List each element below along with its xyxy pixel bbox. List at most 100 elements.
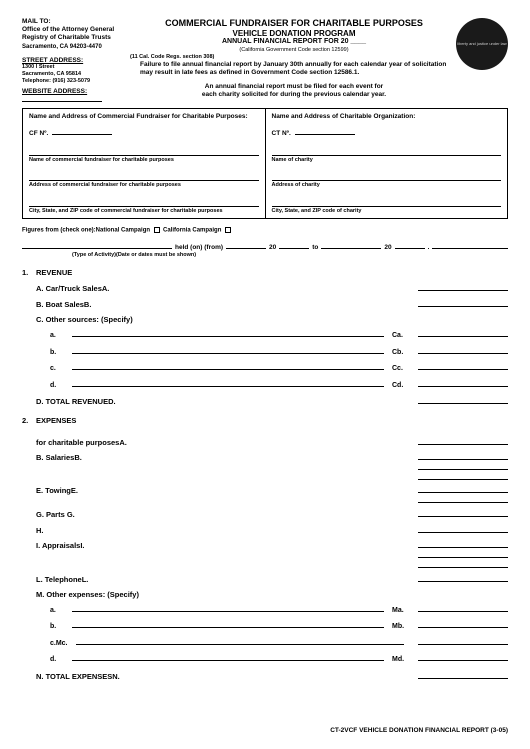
exp-b: B. SalariesB.: [36, 453, 82, 462]
fundraiser-addr-input[interactable]: [29, 171, 259, 181]
cf-no-row: CF Nº.: [29, 127, 259, 138]
exp-mc-input[interactable]: [76, 637, 404, 645]
exp-i-amt3[interactable]: [418, 561, 508, 568]
exp-g-amt[interactable]: [418, 509, 508, 517]
title-annual: ANNUAL FINANCIAL REPORT FOR 20 ____: [140, 38, 448, 46]
charity-col: Name and Address of Charitable Organizat…: [266, 109, 508, 218]
rev-ca-amt[interactable]: [418, 329, 508, 337]
charity-title: Name and Address of Charitable Organizat…: [272, 113, 502, 121]
exp-h: H.: [36, 526, 44, 535]
exp-b-amt2[interactable]: [418, 463, 508, 470]
gov-note: (California Government Code section 1259…: [140, 47, 448, 54]
from-input[interactable]: [226, 241, 266, 249]
state-seal-icon: liberty and justice under law: [456, 18, 508, 70]
rev-d-amt[interactable]: [418, 396, 508, 404]
exp-e: E. TowingE.: [36, 486, 78, 495]
exp-i-amt2[interactable]: [418, 551, 508, 558]
revenue-section: 1.REVENUE A. Car/Truck SalesA. B. Boat S…: [22, 268, 508, 406]
cf-no-input[interactable]: [52, 127, 112, 135]
street-heading: STREET ADDRESS:: [22, 57, 132, 65]
exp-ma-input[interactable]: [72, 604, 384, 612]
notice2a: An annual financial report must be filed…: [140, 83, 448, 91]
national-checkbox[interactable]: [154, 227, 160, 233]
charity-addr-lbl: Address of charity: [272, 182, 502, 189]
rev-cd-amt[interactable]: [418, 379, 508, 387]
rev-d: D. TOTAL REVENUED.: [36, 397, 116, 406]
rev-cc-amt[interactable]: [418, 362, 508, 370]
exp-b-amt1[interactable]: [418, 453, 508, 460]
seal-text: liberty and justice under law: [457, 42, 506, 46]
exp-n-amt[interactable]: [418, 671, 508, 679]
rev-ca-input[interactable]: [72, 329, 384, 337]
rev-a: A. Car/Truck SalesA.: [36, 284, 109, 293]
fundraiser-title: Name and Address of Commercial Fundraise…: [29, 113, 259, 121]
rev-num: 1.: [22, 268, 36, 277]
to-year-input[interactable]: [395, 241, 425, 249]
mailto-line2: Registry of Charitable Trusts: [22, 34, 132, 42]
type-label: (Type of Activity)(Date or dates must be…: [72, 252, 508, 259]
header-row: MAIL TO: Office of the Attorney General …: [22, 18, 508, 102]
exp-e-amt1[interactable]: [418, 486, 508, 493]
ct-no-input[interactable]: [295, 127, 355, 135]
street3: Telephone: (916) 323-5079: [22, 78, 132, 85]
exp-n: N. TOTAL EXPENSESN.: [36, 672, 120, 681]
rev-c: C. Other sources: (Specify): [36, 315, 133, 324]
charity-city-lbl: City, State, and ZIP code of charity: [272, 208, 502, 215]
notice2b: each charity solicited for during the pr…: [140, 91, 448, 99]
exp-b-amt3[interactable]: [418, 473, 508, 480]
figures-row: Figures from (check one):National Campai…: [22, 227, 508, 235]
exp-i-amt1[interactable]: [418, 541, 508, 548]
charity-name-input[interactable]: [272, 146, 502, 156]
from-year-input[interactable]: [279, 241, 309, 249]
rev-cc-input[interactable]: [72, 362, 384, 370]
exp-a-amt[interactable]: [418, 437, 508, 445]
rev-a-amt[interactable]: [418, 283, 508, 291]
form-page: MAIL TO: Office of the Attorney General …: [0, 0, 530, 749]
exp-m: M. Other expenses: (Specify): [36, 590, 139, 599]
web-heading: WEBSITE ADDRESS:: [22, 88, 132, 96]
fundraiser-name-input[interactable]: [29, 146, 259, 156]
title-block: COMMERCIAL FUNDRAISER FOR CHARITABLE PUR…: [140, 18, 448, 102]
exp-e-amt2[interactable]: [418, 496, 508, 503]
title-main: COMMERCIAL FUNDRAISER FOR CHARITABLE PUR…: [140, 18, 448, 29]
cal-note: (11 Cal. Code Regs. section 308): [130, 54, 214, 60]
fundraiser-col: Name and Address of Commercial Fundraise…: [23, 109, 266, 218]
exp-l: L. TelephoneL.: [36, 575, 88, 584]
exp-title: EXPENSES: [36, 416, 76, 425]
rev-b-amt[interactable]: [418, 299, 508, 307]
exp-mc-amt[interactable]: [418, 637, 508, 645]
expenses-section: 2.EXPENSES for charitable purposesA. B. …: [22, 416, 508, 681]
notice1: Failure to file annual financial report …: [140, 61, 448, 77]
fundraiser-addr-lbl: Address of commercial fundraiser for cha…: [29, 182, 259, 189]
exp-mb-input[interactable]: [72, 620, 384, 628]
held-row: held (on) (from) 20 to 20 .: [22, 241, 508, 252]
form-footer: CT-2VCF VEHICLE DONATION FINANCIAL REPOR…: [330, 727, 508, 735]
rev-b: B. Boat SalesB.: [36, 300, 91, 309]
charity-city-input[interactable]: [272, 197, 502, 207]
address-box: Name and Address of Commercial Fundraise…: [22, 108, 508, 219]
extra-input[interactable]: [432, 241, 508, 249]
fundraiser-city-input[interactable]: [29, 197, 259, 207]
activity-input[interactable]: [22, 241, 172, 249]
exp-mb-amt[interactable]: [418, 620, 508, 628]
exp-h-amt[interactable]: [418, 525, 508, 533]
california-checkbox[interactable]: [225, 227, 231, 233]
exp-ma-amt[interactable]: [418, 604, 508, 612]
mailto-line1: Office of the Attorney General: [22, 26, 132, 34]
exp-num: 2.: [22, 416, 36, 425]
fundraiser-name-lbl: Name of commercial fundraiser for charit…: [29, 157, 259, 164]
exp-i: I. AppraisalsI.: [36, 541, 85, 550]
ct-no-row: CT Nº.: [272, 127, 502, 138]
title-sub: VEHICLE DONATION PROGRAM: [140, 29, 448, 39]
exp-md-input[interactable]: [72, 653, 384, 661]
street2: Sacramento, CA 95814: [22, 71, 132, 78]
exp-l-amt[interactable]: [418, 574, 508, 582]
rev-cd-input[interactable]: [72, 379, 384, 387]
to-input[interactable]: [321, 241, 381, 249]
charity-addr-input[interactable]: [272, 171, 502, 181]
rev-cb-input[interactable]: [72, 346, 384, 354]
charity-name-lbl: Name of charity: [272, 157, 502, 164]
rev-cb-amt[interactable]: [418, 346, 508, 354]
rev-title: REVENUE: [36, 268, 72, 277]
exp-md-amt[interactable]: [418, 653, 508, 661]
